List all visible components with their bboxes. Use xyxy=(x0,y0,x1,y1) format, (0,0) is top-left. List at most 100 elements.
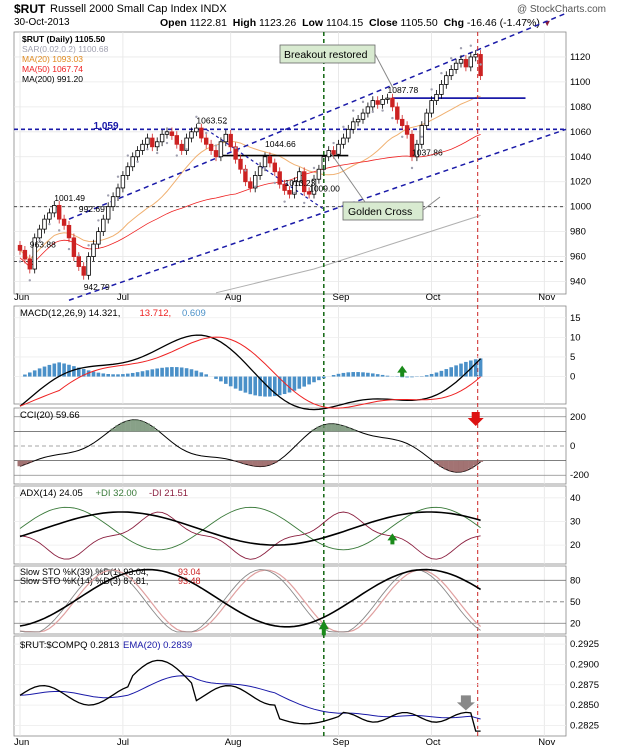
candle-body xyxy=(434,93,439,102)
macd-histogram-bar xyxy=(317,376,321,381)
macd-histogram-bar xyxy=(385,375,390,377)
candle-body xyxy=(458,59,464,64)
candle-body xyxy=(301,171,307,193)
legend-entry: MA(20) 1093.03 xyxy=(22,54,83,64)
cci-down-arrow-icon xyxy=(467,412,484,426)
candle xyxy=(61,214,67,230)
macd-histogram-bar xyxy=(277,376,282,396)
sar-dot xyxy=(165,141,169,145)
macd-histogram-bar xyxy=(473,359,478,377)
cci-oversold-fill xyxy=(434,460,439,464)
macd-histogram-bar xyxy=(331,375,336,377)
candle-body xyxy=(57,205,62,220)
candle-body xyxy=(150,137,155,148)
macd-histogram-bar xyxy=(449,367,453,377)
cci-oversold-fill xyxy=(17,460,23,467)
macd-histogram-bar xyxy=(77,367,81,377)
sar-dot xyxy=(205,131,208,135)
macd-histogram-bar xyxy=(72,366,76,377)
candle xyxy=(375,96,380,109)
candle xyxy=(448,65,454,81)
macd-histogram-bar xyxy=(351,372,355,377)
candle-body xyxy=(463,59,469,68)
macd-histogram-bar xyxy=(434,372,439,377)
macd-histogram-bar xyxy=(96,372,101,377)
candle-body xyxy=(252,175,258,189)
sar-dot xyxy=(146,148,149,151)
cci-overbought-fill xyxy=(350,429,356,432)
candle-body xyxy=(66,224,72,239)
candle xyxy=(22,245,28,264)
candle xyxy=(252,171,258,193)
macd-y-tick: 15 xyxy=(570,313,581,324)
legend-entry: +DI 32.00 xyxy=(96,488,137,499)
x-tick-label-price: Nov xyxy=(538,292,555,303)
price-level-label: 1063.52 xyxy=(196,115,227,125)
cci-oversold-fill xyxy=(458,460,464,473)
x-tick-label-bottom: Jul xyxy=(117,737,129,748)
x-tick-label-bottom: Sep xyxy=(333,737,350,748)
cci-overbought-fill xyxy=(345,427,351,432)
sar-dot xyxy=(371,110,374,114)
sar-dot xyxy=(28,279,31,282)
candle xyxy=(71,233,77,261)
ratio-ema-line xyxy=(19,675,481,720)
ratio-line xyxy=(19,659,481,732)
candle xyxy=(135,146,140,162)
macd-histogram-bar xyxy=(273,376,277,397)
candle-body xyxy=(228,133,233,148)
macd-histogram-bar xyxy=(135,372,140,377)
macd-histogram-bar xyxy=(170,367,174,377)
sar-dot xyxy=(67,247,71,251)
cci-overbought-fill xyxy=(340,425,346,432)
sar-dot xyxy=(126,154,129,157)
sar-dot xyxy=(430,88,433,91)
cci-oversold-fill xyxy=(267,460,273,465)
candle-body xyxy=(61,218,67,226)
sar-dot xyxy=(234,146,237,150)
candle xyxy=(194,123,199,137)
panel-frame xyxy=(13,31,567,295)
candle-body xyxy=(32,237,37,270)
candle-body xyxy=(380,98,385,105)
panel-frame xyxy=(13,565,567,635)
candle-body xyxy=(336,143,341,155)
legend-entry: ADX(14) 24.05 xyxy=(20,488,83,499)
sar-dot xyxy=(87,244,90,247)
candle xyxy=(458,55,464,68)
candle-body xyxy=(37,228,42,239)
candle-body xyxy=(404,125,410,135)
cci-line xyxy=(19,419,481,473)
legend-entry: Slow STO %K(39) %D(1) 93.04, xyxy=(20,567,148,577)
adx-line xyxy=(19,511,481,546)
candle-body xyxy=(184,137,189,151)
price-y-tick: 1000 xyxy=(570,202,591,213)
legend-entry: MA(50) 1067.74 xyxy=(22,64,83,74)
candle-body xyxy=(429,100,434,114)
cci-overbought-fill xyxy=(149,426,155,432)
sar-dot xyxy=(136,160,139,163)
candle-body xyxy=(390,97,395,108)
macd-histogram-bar xyxy=(47,364,52,377)
candle-body xyxy=(140,143,145,151)
price-y-tick: 940 xyxy=(570,277,586,288)
cci-oversold-fill xyxy=(262,460,268,467)
x-tick-label-price: Sep xyxy=(333,292,350,303)
candle-body xyxy=(233,146,238,160)
ratio-y-tick: 0.2875 xyxy=(570,680,599,691)
sar-dot xyxy=(18,260,22,263)
callout-pointer xyxy=(374,53,394,89)
candle-body xyxy=(444,75,449,85)
candle xyxy=(213,146,219,162)
candle xyxy=(414,139,420,162)
candle-body xyxy=(272,162,277,173)
candle xyxy=(130,152,135,172)
candle xyxy=(419,121,424,149)
candle-body xyxy=(203,137,209,145)
macd-histogram-bar xyxy=(444,369,449,377)
candle xyxy=(106,202,111,224)
plus-di-line xyxy=(19,506,481,551)
macd-histogram-bar xyxy=(361,372,365,377)
legend-entry: MA(200) 991.20 xyxy=(22,74,83,84)
